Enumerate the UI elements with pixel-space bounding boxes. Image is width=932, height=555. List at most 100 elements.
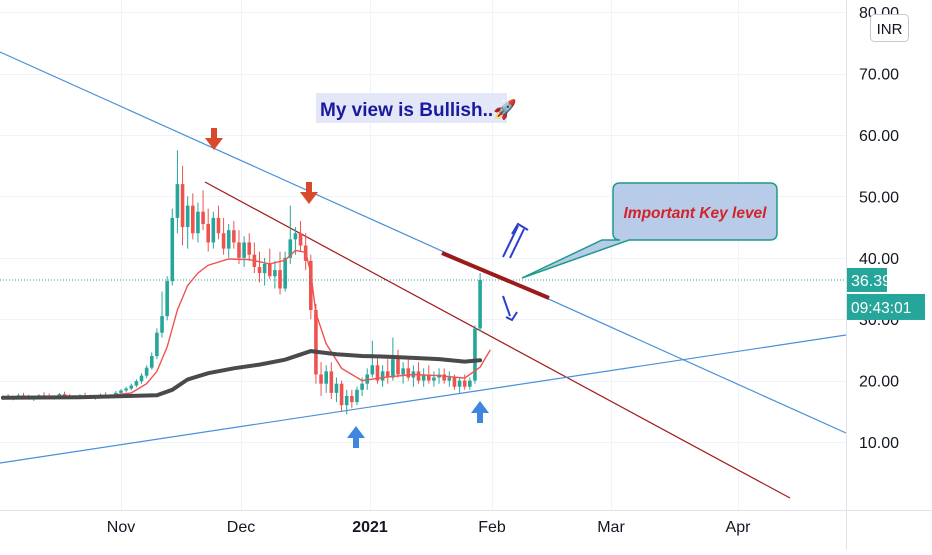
candle-body [221,233,226,249]
candle-body [144,367,149,376]
currency-label: INR [877,21,903,38]
candle[interactable] [421,368,426,387]
candle-body [396,359,400,375]
candle[interactable] [175,150,180,234]
candle[interactable] [180,165,185,246]
candle[interactable] [457,377,462,393]
candle[interactable] [206,208,210,252]
candle[interactable] [350,389,354,409]
candle[interactable] [468,377,472,390]
candle[interactable] [380,365,385,387]
candle[interactable] [426,365,431,384]
candle-body [283,257,287,289]
candle[interactable] [396,349,400,378]
candle[interactable] [273,260,277,289]
candle[interactable] [314,303,318,384]
time-tick-label: Feb [478,519,506,536]
candle[interactable] [278,251,282,295]
candle[interactable] [288,205,293,264]
candle[interactable] [309,254,313,320]
candle[interactable] [257,251,262,283]
candle[interactable] [283,251,287,292]
candle[interactable] [160,291,164,338]
candle[interactable] [339,380,344,412]
candle[interactable] [344,389,349,415]
candle-body [175,184,180,218]
candle[interactable] [370,340,375,378]
candle[interactable] [329,362,334,400]
candle[interactable] [365,368,370,390]
candle[interactable] [134,379,139,388]
candle[interactable] [473,325,477,384]
candle[interactable] [375,356,380,384]
candle-body [416,371,421,381]
candle-body [288,239,293,258]
key-level-callout[interactable]: Important Key level [521,182,778,279]
candle[interactable] [185,196,190,249]
time-tick-label: Mar [597,519,625,536]
grid-lines [0,0,846,510]
candle[interactable] [334,377,339,403]
candle[interactable] [401,362,405,384]
candle-body [452,377,457,387]
time-axis[interactable]: Nov Dec 2021 Feb Mar Apr [107,519,751,536]
candle[interactable] [165,276,169,321]
down-arrow-icon [300,182,318,204]
candle[interactable] [319,362,323,396]
candle-body [355,389,359,403]
candle-body [247,242,252,255]
candle[interactable] [232,220,236,249]
candle-body [298,233,303,246]
candle-body [385,371,390,378]
candle[interactable] [149,352,154,370]
candle[interactable] [201,190,205,231]
candle[interactable] [129,383,134,391]
currency-badge[interactable]: INR [870,14,909,42]
candle[interactable] [298,220,303,252]
candle[interactable] [191,193,195,240]
candle[interactable] [252,242,257,274]
candle-body [375,365,380,381]
candle[interactable] [355,386,359,406]
ascending-support-trendline[interactable] [0,334,846,464]
down-arrow-icon [205,128,223,150]
candle[interactable] [416,362,421,384]
candle[interactable] [391,337,395,381]
candle[interactable] [406,356,411,381]
candle-body [129,385,134,389]
candle[interactable] [221,217,226,255]
descending-trendline-upper[interactable] [0,51,846,434]
candle[interactable] [237,230,241,264]
descending-trendline-lower[interactable] [204,181,791,499]
view-annotation[interactable]: My view is Bullish..🚀 [316,93,517,123]
candle-body [457,380,462,387]
candle[interactable] [139,373,144,384]
key-level-segment[interactable] [441,251,550,300]
candle[interactable] [144,365,149,379]
candle[interactable] [478,273,482,332]
candle-body [314,309,318,375]
candle[interactable] [242,236,246,268]
candle[interactable] [462,374,467,390]
candle[interactable] [247,233,252,261]
candle[interactable] [124,386,128,393]
candle[interactable] [196,202,200,243]
candle[interactable] [170,208,175,286]
candle[interactable] [216,205,221,240]
candle-body [391,359,395,378]
candle-body [319,374,323,384]
candle[interactable] [411,365,416,387]
candle[interactable] [385,359,390,384]
candle-body [401,368,405,375]
breakdown-arrow-icon [502,295,518,322]
candle[interactable] [432,371,436,387]
candle[interactable] [226,224,231,258]
candle[interactable] [324,365,328,393]
candle[interactable] [447,371,452,387]
candle-body [309,260,313,310]
candle[interactable] [155,328,159,360]
candle-body [242,242,246,258]
candle[interactable] [211,211,216,249]
